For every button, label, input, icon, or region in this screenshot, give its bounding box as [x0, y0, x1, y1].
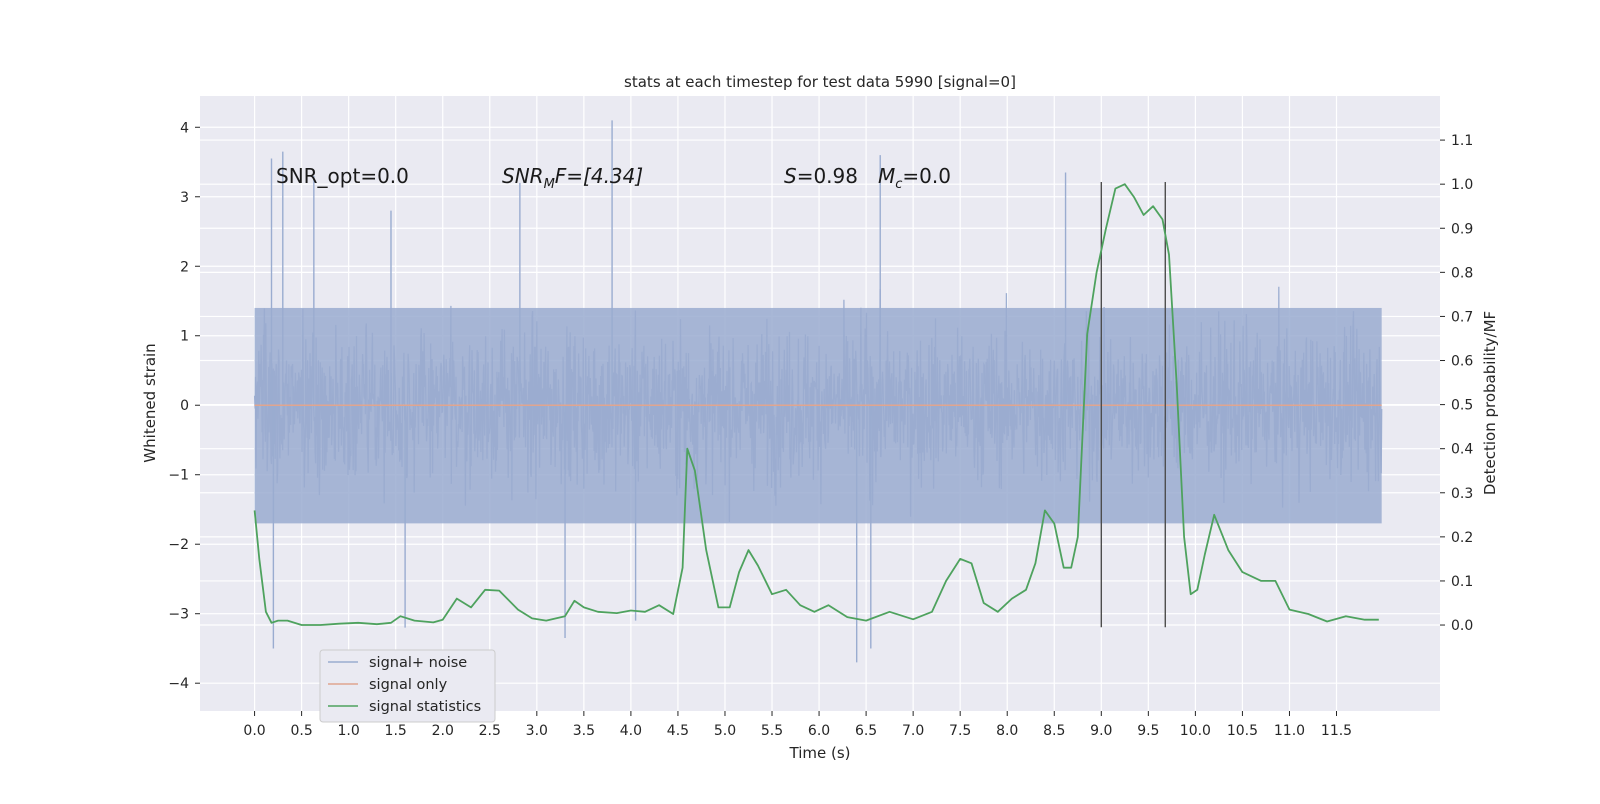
- y-tick-label-left: 3: [180, 190, 189, 206]
- x-tick-label: 7.5: [949, 723, 971, 739]
- y-axis-label-left: Whitened strain: [141, 343, 159, 462]
- legend-box: [319, 649, 496, 723]
- x-tick-label: 4.5: [667, 723, 689, 739]
- y-tick-label-right: 0.7: [1451, 309, 1473, 325]
- y-tick-label-right: 0.5: [1451, 398, 1473, 414]
- snr-mf-rest: F=[4.34]: [555, 164, 643, 188]
- x-tick-label: 5.0: [714, 723, 736, 739]
- x-tick-label: 0.0: [243, 723, 265, 739]
- y-tick-label-right: 0.2: [1451, 530, 1473, 546]
- y-tick-label-left: 1: [180, 329, 189, 345]
- x-tick-label: 3.5: [573, 723, 595, 739]
- noise-band: [254, 307, 1382, 524]
- statistics-series: [253, 183, 1379, 626]
- x-tick-label: 0.5: [290, 723, 312, 739]
- x-tick-label: 10.5: [1227, 723, 1258, 739]
- y-tick-label-left: −2: [168, 537, 189, 553]
- x-tick-label: 1.5: [385, 723, 407, 739]
- y-tick-label-right: 0.0: [1451, 618, 1473, 634]
- x-tick-label: 9.0: [1090, 723, 1112, 739]
- y-tick-label-right: 1.1: [1451, 133, 1473, 149]
- x-tick-label: 10.0: [1180, 723, 1211, 739]
- x-tick-label: 11.5: [1321, 723, 1352, 739]
- chart-title: stats at each timestep for test data 599…: [624, 73, 1016, 91]
- annotation-snr-opt: SNR_opt=0.0: [276, 164, 409, 188]
- x-tick-label: 5.5: [761, 723, 783, 739]
- annotation-mc: Mc=0.0: [878, 164, 951, 192]
- mc-base: M: [878, 164, 895, 188]
- x-tick-label: 1.0: [338, 723, 360, 739]
- statistics-line: [253, 183, 1379, 626]
- y-tick-label-right: 0.8: [1451, 265, 1473, 281]
- snr-mf-base: SNR: [502, 164, 544, 188]
- x-tick-label: 2.5: [479, 723, 501, 739]
- x-tick-label: 4.0: [620, 723, 642, 739]
- annotation-snr-mf: SNRMF=[4.34]: [502, 164, 643, 192]
- y-tick-label-left: −4: [168, 676, 189, 692]
- y-tick-label-right: 0.3: [1451, 486, 1473, 502]
- y-tick-label-right: 0.6: [1451, 354, 1473, 370]
- x-axis-label: Time (s): [789, 744, 851, 762]
- y-axis-label-right: Detection probability/MF: [1481, 311, 1499, 495]
- legend-label-signal-statistics: signal statistics: [369, 699, 481, 715]
- y-tick-label-left: 4: [180, 120, 189, 136]
- mc-rest: =0.0: [902, 164, 951, 188]
- annotation-s: S=0.98: [784, 164, 858, 188]
- legend-label-signal-only: signal only: [369, 677, 448, 693]
- y-tick-label-right: 1.0: [1451, 177, 1473, 193]
- x-tick-label: 3.0: [526, 723, 548, 739]
- y-tick-label-left: −1: [168, 468, 189, 484]
- s-base: S: [784, 164, 797, 188]
- y-tick-label-left: 0: [180, 398, 189, 414]
- s-rest: =0.98: [797, 164, 858, 188]
- vertical-lines: [1100, 181, 1166, 628]
- y-tick-label-left: 2: [180, 259, 189, 275]
- x-tick-label: 6.5: [855, 723, 877, 739]
- x-tick-label: 2.0: [432, 723, 454, 739]
- legend-label-signal-noise: signal+ noise: [369, 655, 467, 671]
- y-tick-label-right: 0.9: [1451, 221, 1473, 237]
- y-tick-label-right: 0.1: [1451, 574, 1473, 590]
- x-tick-label: 7.0: [902, 723, 924, 739]
- y-tick-label-left: −3: [168, 607, 189, 623]
- x-tick-label: 9.5: [1137, 723, 1159, 739]
- noise-series: [253, 120, 1383, 663]
- tick-labels: 0.0 0.5 1.0 1.5 2.0 2.5 3.0 3.5 4.0 4.5 5.0 5.5 6.0 6…: [168, 120, 1473, 739]
- mc-sub: c: [895, 177, 902, 192]
- x-tick-label: 8.0: [996, 723, 1018, 739]
- legend: signal+ noise signal only signal statist…: [319, 649, 496, 723]
- x-tick-label: 6.0: [808, 723, 830, 739]
- x-tick-label: 8.5: [1043, 723, 1065, 739]
- snr-mf-sub: M: [544, 177, 555, 192]
- y-tick-label-right: 0.4: [1451, 442, 1473, 458]
- x-tick-label: 11.0: [1274, 723, 1305, 739]
